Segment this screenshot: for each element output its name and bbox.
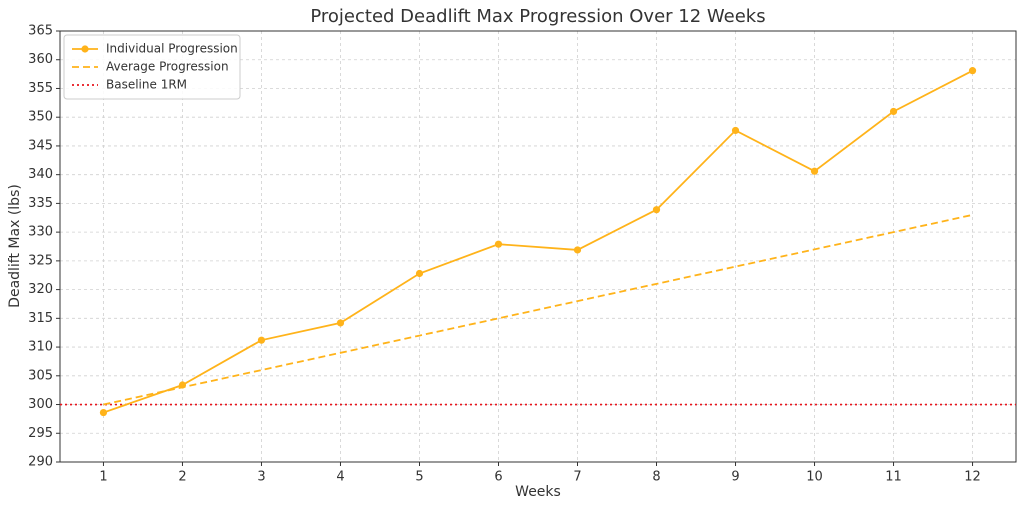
legend: Individual Progression Average Progressio… bbox=[63, 34, 241, 100]
legend-label: Individual Progression bbox=[106, 42, 238, 56]
y-tick-label: 335 bbox=[28, 196, 53, 211]
x-tick-label: 12 bbox=[964, 470, 981, 485]
y-tick-label: 290 bbox=[28, 455, 53, 470]
y-axis-label: Deadlift Max (lbs) bbox=[7, 184, 23, 308]
legend-marker bbox=[81, 45, 89, 53]
x-tick-label: 2 bbox=[178, 470, 186, 485]
y-tick-label: 300 bbox=[28, 397, 53, 412]
y-tick-label: 365 bbox=[28, 24, 53, 39]
x-tick-label: 3 bbox=[257, 470, 265, 485]
y-tick-label: 320 bbox=[28, 282, 53, 297]
y-tick-label: 305 bbox=[28, 368, 53, 383]
data-point bbox=[731, 126, 740, 135]
y-tick-label: 355 bbox=[28, 81, 53, 96]
y-tick-label: 295 bbox=[28, 426, 53, 441]
x-tick-label: 4 bbox=[336, 470, 344, 485]
data-point bbox=[336, 319, 345, 327]
x-tick-label: 8 bbox=[652, 470, 660, 485]
chart-title: Projected Deadlift Max Progression Over … bbox=[310, 6, 765, 27]
x-tick-label: 5 bbox=[415, 470, 423, 485]
y-tick-label: 310 bbox=[28, 340, 53, 355]
data-point bbox=[415, 269, 424, 278]
data-point bbox=[494, 240, 503, 248]
y-tick-label: 360 bbox=[28, 52, 53, 67]
series-line bbox=[103, 214, 973, 406]
legend-label: Baseline 1RM bbox=[106, 78, 187, 92]
y-tick-label: 340 bbox=[28, 167, 53, 182]
legend-box bbox=[63, 34, 241, 100]
data-point bbox=[99, 408, 108, 417]
series-line bbox=[103, 69, 973, 414]
x-axis-label: Weeks bbox=[515, 484, 561, 500]
y-tick-label: 330 bbox=[28, 225, 53, 240]
x-tick-label: 10 bbox=[806, 470, 823, 485]
y-tick-label: 325 bbox=[28, 253, 53, 268]
x-tick-label: 9 bbox=[731, 470, 739, 485]
data-point bbox=[968, 67, 977, 75]
y-tick-label: 350 bbox=[28, 110, 53, 125]
x-tick-label: 11 bbox=[885, 470, 902, 485]
x-tick-label: 1 bbox=[99, 470, 107, 485]
data-point bbox=[652, 206, 661, 214]
y-tick-label: 315 bbox=[28, 311, 53, 326]
y-tick-label: 345 bbox=[28, 138, 53, 153]
legend-label: Average Progression bbox=[106, 60, 229, 74]
data-point bbox=[257, 336, 266, 344]
data-point bbox=[810, 167, 819, 175]
x-tick-label: 7 bbox=[573, 470, 581, 485]
data-point bbox=[889, 107, 898, 116]
data-point bbox=[573, 246, 582, 254]
plot-frame bbox=[59, 30, 1017, 463]
x-tick-label: 6 bbox=[494, 470, 502, 485]
